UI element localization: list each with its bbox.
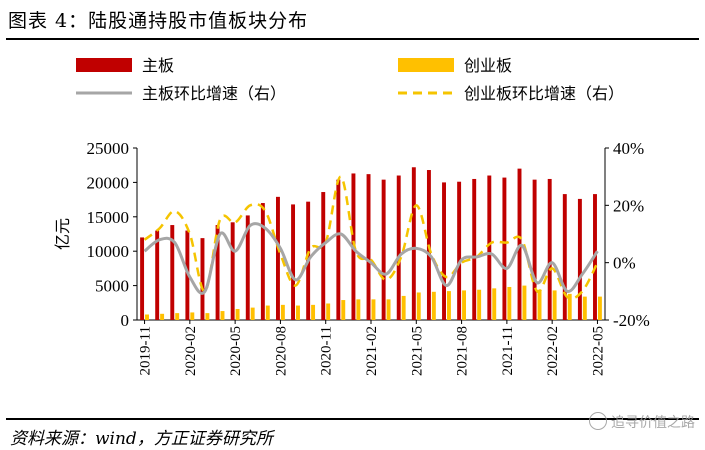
y-tick-label-left: 25000 [87,139,130,158]
bar-chinext [326,303,331,320]
bar-main-board [396,175,401,320]
legend-label-main-board: 主板 [142,57,174,75]
bar-main-board [502,177,507,320]
bar-main-board [381,179,386,320]
y-tick-label-left: 10000 [87,242,130,261]
bar-main-board [532,179,537,320]
bar-chinext [235,308,240,320]
bar-chinext [356,299,361,320]
source-rule [6,418,699,420]
bar-main-board [200,238,205,320]
y-tick-label-left: 0 [121,311,130,330]
bar-chinext [250,307,255,320]
bar-chinext [265,305,270,320]
wechat-icon [589,412,607,430]
x-tick-label: 2021-02 [364,326,380,376]
bar-main-board [457,181,462,320]
bar-chinext [492,288,497,320]
bar-chinext [567,293,572,320]
bar-chinext [341,300,346,320]
y-tick-label-right: -20% [613,311,650,330]
source-note: 资料来源：wind，方正证券研究所 [10,429,273,449]
legend-label-main-board-growth: 主板环比增速（右） [142,85,286,103]
bar-main-board [547,178,552,320]
bar-main-board [487,175,492,320]
bar-main-board [411,167,416,320]
bar-chinext [190,312,195,320]
x-tick-label: 2020-05 [228,326,244,376]
x-tick-label: 2021-11 [500,326,516,375]
bar-chinext [477,289,482,320]
x-tick-label: 2021-08 [455,326,471,376]
bar-main-board [336,179,341,320]
bar-main-board [260,203,265,320]
legend-swatch-main-board [76,58,132,72]
bar-main-board [140,237,145,320]
bar-chinext [145,314,149,320]
x-tick-label: 2020-02 [183,326,199,376]
bar-chinext [220,311,225,320]
bar-chinext [462,290,467,320]
bar-chinext [446,291,451,320]
bar-chinext [401,295,406,320]
bar-main-board [366,174,371,320]
bar-chinext [386,299,391,320]
bar-main-board [442,182,446,320]
bar-main-board [245,215,250,320]
bar-chinext [296,305,300,320]
bar-chinext [507,286,512,320]
bar-chinext [160,313,165,320]
x-tick-label: 2021-05 [409,326,425,376]
y-tick-label-left: 15000 [87,208,130,227]
bar-chinext [597,296,602,320]
bar-main-board [215,225,220,320]
x-tick-label: 2019-11 [138,326,154,375]
y-tick-label-left: 20000 [87,173,130,192]
bar-chinext [582,296,587,320]
bar-chinext [552,290,557,320]
x-tick-label: 2020-08 [273,326,289,376]
legend-label-chinext-growth: 创业板环比增速（右） [464,85,624,103]
bar-main-board [472,178,477,320]
y-tick-label-right: 0% [613,254,636,273]
bar-main-board [155,230,160,320]
legend-swatch-chinext [398,58,454,72]
bar-chinext [280,304,285,320]
bar-main-board [275,196,280,320]
line-main-board-growth [143,222,599,295]
bar-chinext [522,285,527,320]
bar-chinext [537,289,542,320]
watermark-text: 追寻价值之路 [611,415,695,431]
bar-main-board [577,198,582,320]
x-tick-label: 2020-11 [319,326,335,375]
y-tick-label-left: 5000 [95,277,129,296]
bar-chinext [416,292,421,320]
bar-chinext [311,304,316,320]
y-tick-label-right: 40% [613,139,644,158]
y-axis-label: 亿元 [54,218,72,250]
bar-main-board [291,204,296,320]
x-tick-label: 2022-05 [590,326,606,376]
title-rule [6,38,699,40]
x-tick-label: 2022-02 [545,326,561,376]
bar-main-board [230,222,235,320]
y-tick-label-right: 20% [613,196,644,215]
bar-chinext [371,299,376,320]
bar-main-board [170,225,175,320]
bar-main-board [562,194,567,320]
legend-label-chinext: 创业板 [464,57,512,75]
bar-chinext [205,313,210,320]
line-chinext-growth [143,175,599,300]
bar-main-board [321,192,326,320]
watermark: 追寻价值之路 [589,412,695,432]
page-title: 图表 4：陆股通持股市值板块分布 [8,10,309,32]
bar-chinext [431,291,436,320]
bar-chinext [175,313,180,320]
